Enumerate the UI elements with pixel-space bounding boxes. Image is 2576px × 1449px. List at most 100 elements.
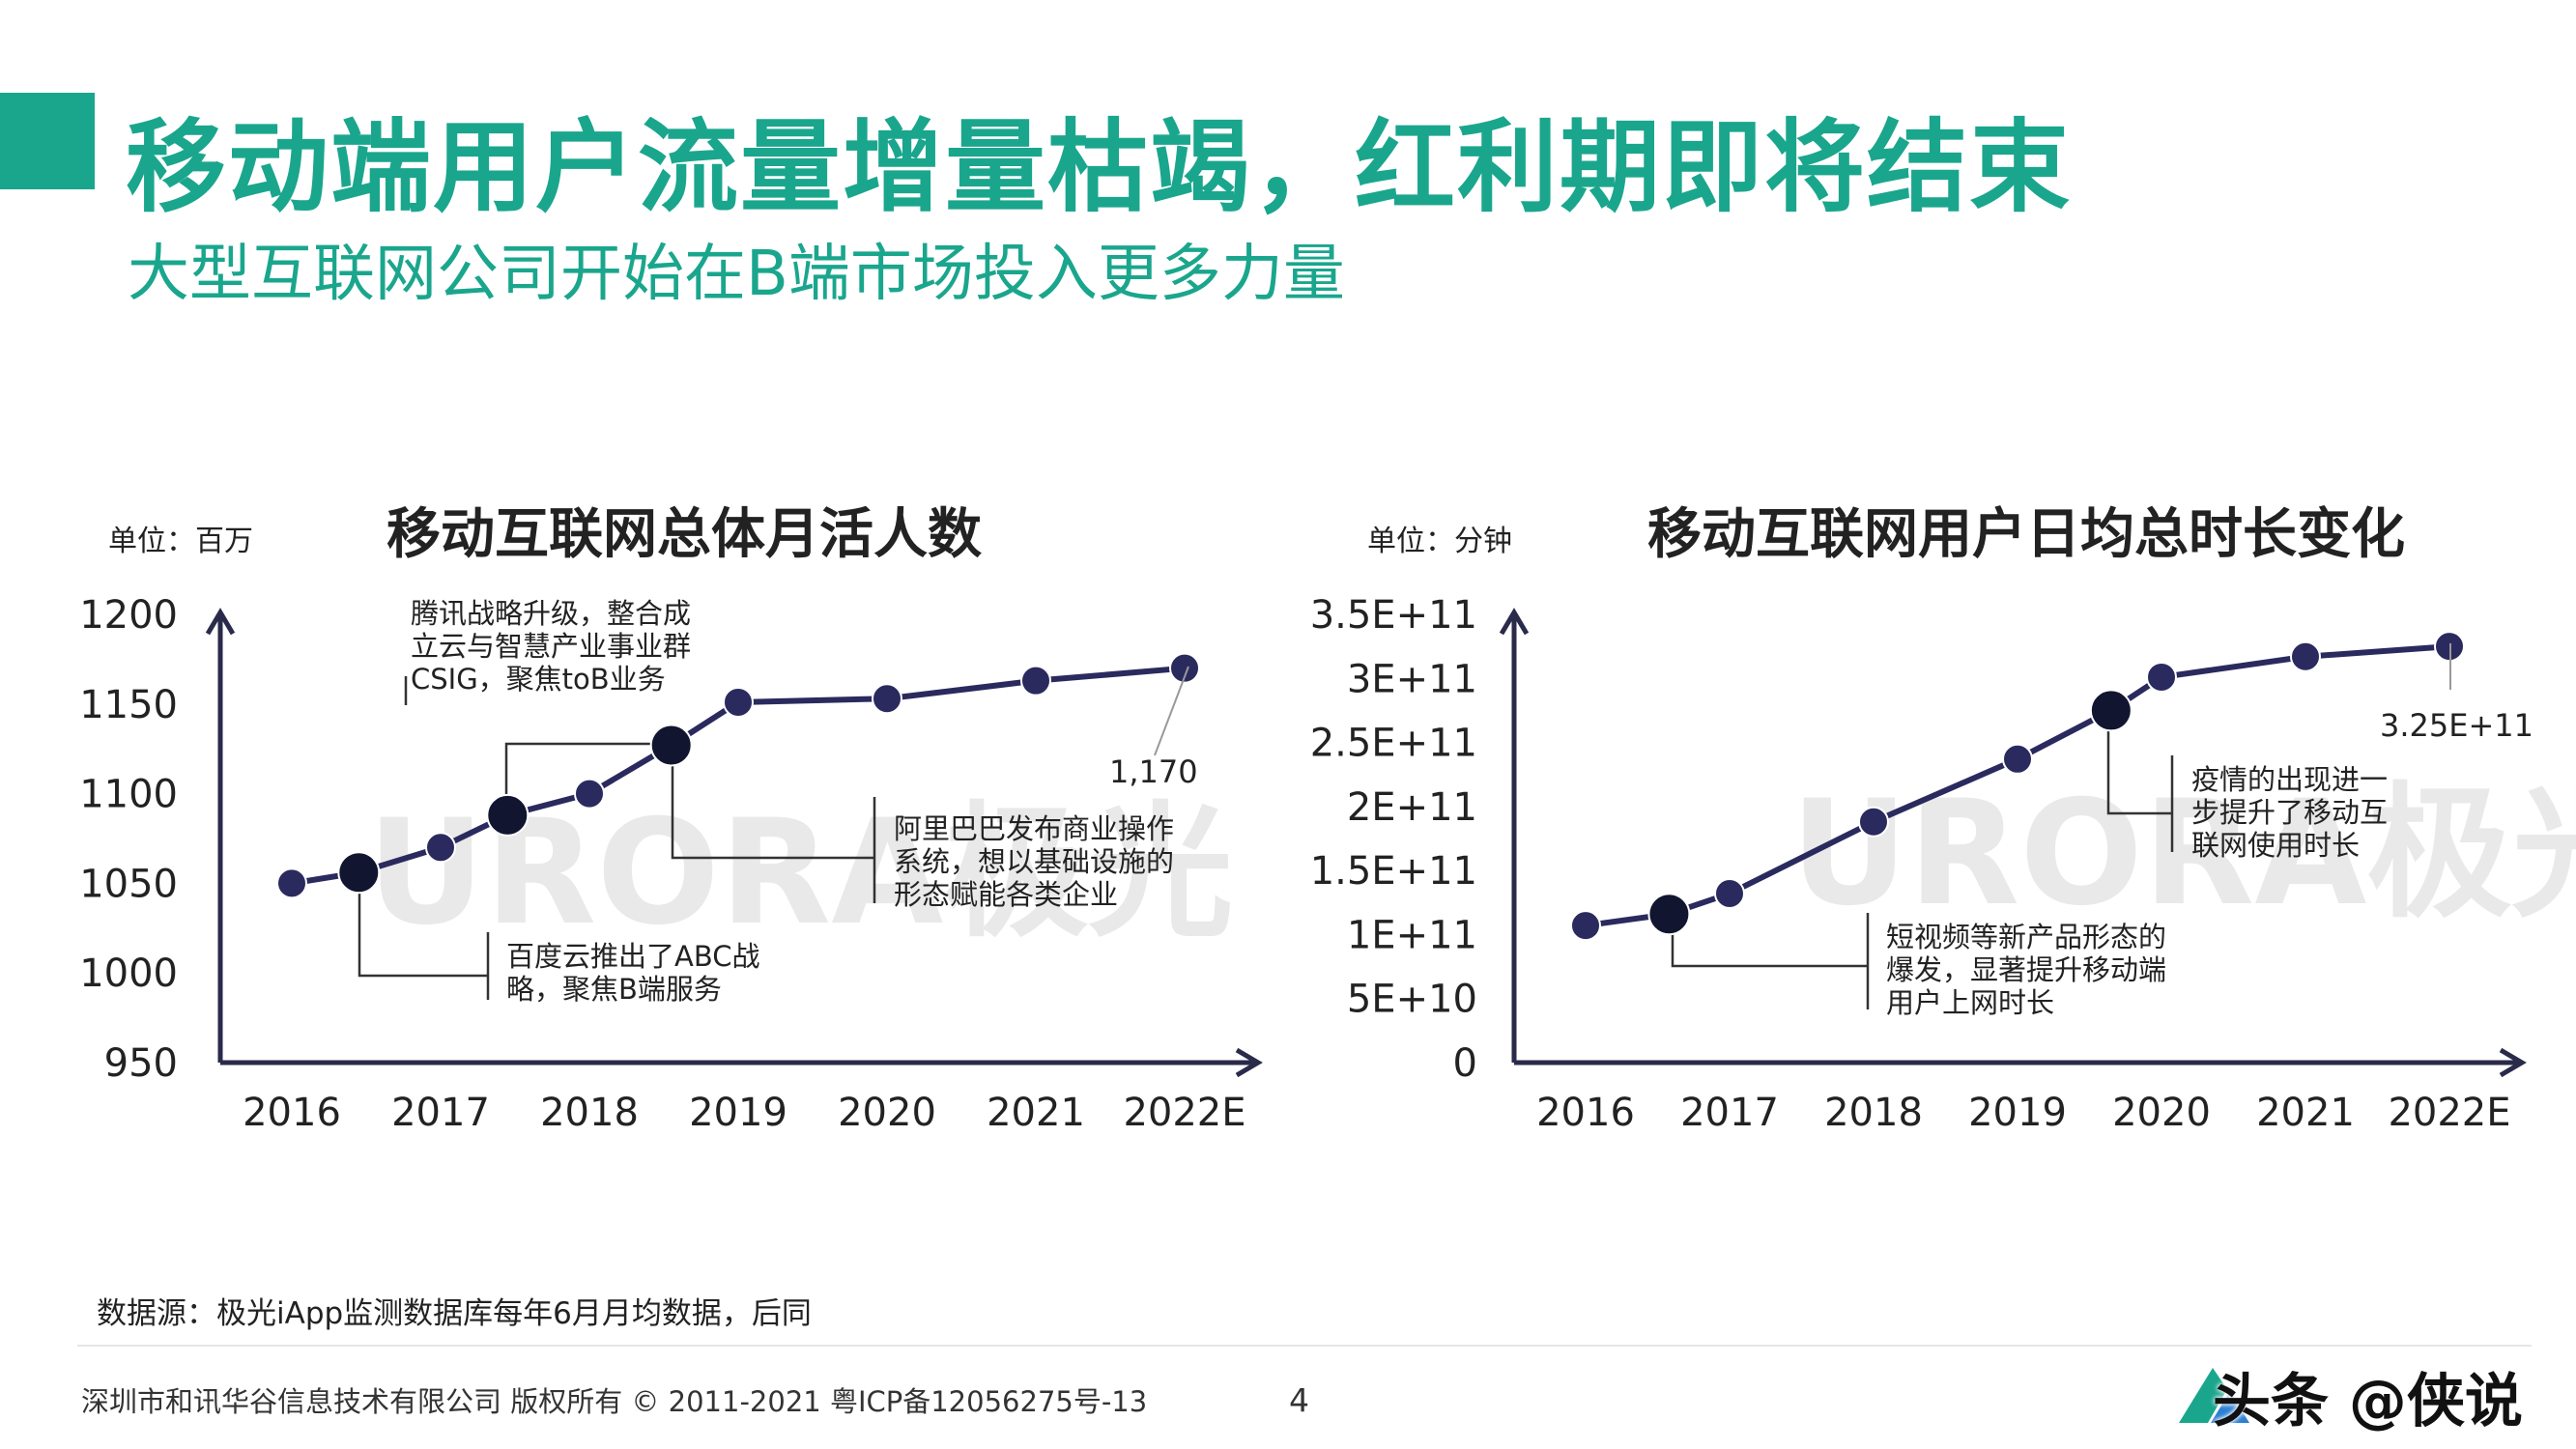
page-number: 4 <box>1289 1381 1309 1419</box>
annotation-line: 疫情的出现进一 <box>2191 763 2388 796</box>
y-tick-label: 3E+11 <box>1347 657 1477 701</box>
annotation-connector <box>2106 703 2172 815</box>
x-tick-label: 2022E <box>2388 1091 2510 1135</box>
chart-annotations: 腾讯战略升级，整合成立云与智慧产业事业群CSIG，聚焦toB业务阿里巴巴发布商业… <box>358 597 1174 1006</box>
title-accent-bar <box>0 93 95 189</box>
x-tick-label: 2022E <box>1123 1091 1245 1135</box>
y-tick-labels: 3.5E+11 3E+11 2.5E+11 2E+11 1.5E+11 1E+11 5E+1… <box>1310 593 1477 1086</box>
y-axis-arrow <box>205 608 236 636</box>
chart-annotations: 疫情的出现进一步提升了移动互联网使用时长短视频等新产品形态的爆发，显著提升移动端… <box>1671 703 2388 1019</box>
data-point <box>1020 665 1051 696</box>
data-points <box>1570 631 2465 942</box>
y-tick-label: 1200 <box>79 593 178 638</box>
y-tick-label: 5E+10 <box>1347 978 1477 1022</box>
y-tick-label: 1050 <box>79 862 178 906</box>
chart-title: 移动互联网用户日均总时长变化 <box>1647 503 2405 566</box>
highlight-data-point <box>337 851 381 895</box>
data-point <box>1570 910 1601 942</box>
data-point <box>1169 652 1200 684</box>
data-point <box>276 867 307 899</box>
page-title: 移动端用户流量增量枯竭，红利期即将结束 <box>126 108 2073 226</box>
x-tick-label: 2019 <box>1968 1091 2067 1135</box>
data-source-note: 数据源：极光iApp监测数据库每年6月月均数据，后同 <box>97 1296 812 1331</box>
data-label: 1,170 <box>1109 753 1198 790</box>
data-points <box>276 652 1200 899</box>
chart-axes <box>1499 608 2527 1078</box>
highlight-data-point <box>2089 689 2132 732</box>
y-tick-label: 2E+11 <box>1347 785 1477 830</box>
data-point <box>1714 878 1745 910</box>
y-tick-label: 3.5E+11 <box>1310 593 1477 638</box>
x-tick-label: 2020 <box>838 1091 936 1135</box>
data-point <box>1858 806 1889 838</box>
x-tick-label: 2021 <box>2256 1091 2355 1135</box>
unit-label: 单位：分钟 <box>1367 525 1512 558</box>
annotation-line: 用户上网时长 <box>1886 986 2054 1019</box>
toutiao-watermark: 头条 @侠说 <box>2213 1368 2523 1435</box>
annotation-connector <box>504 742 676 809</box>
x-axis-arrow <box>1235 1047 1263 1078</box>
chart-title: 移动互联网总体月活人数 <box>386 503 982 566</box>
highlight-data-point <box>486 793 530 837</box>
highlight-data-point <box>649 724 693 767</box>
annotation-line: 略，聚焦B端服务 <box>506 973 722 1006</box>
y-tick-labels: 1200 1150 1100 1050 1000 950 <box>79 593 178 1086</box>
highlight-data-point <box>1647 893 1691 936</box>
page-subtitle: 大型互联网公司开始在B端市场投入更多力量 <box>128 239 1345 310</box>
unit-label: 单位：百万 <box>108 525 253 558</box>
x-tick-label: 2016 <box>1536 1091 1635 1135</box>
x-tick-label: 2020 <box>2112 1091 2211 1135</box>
x-axis-arrow <box>2499 1047 2527 1078</box>
annotation-line: 形态赋能各类企业 <box>894 878 1118 911</box>
annotation-line: 腾讯战略升级，整合成 <box>411 597 691 630</box>
y-tick-label: 2.5E+11 <box>1310 722 1477 766</box>
y-axis-arrow <box>1499 608 1530 636</box>
y-tick-label: 1000 <box>79 952 178 996</box>
x-tick-label: 2017 <box>391 1091 490 1135</box>
x-tick-label: 2018 <box>1824 1091 1923 1135</box>
annotation-line: 立云与智慧产业事业群 <box>411 630 691 663</box>
data-point <box>2002 743 2033 775</box>
data-label: 3.25E+11 <box>2380 707 2533 744</box>
data-point <box>723 686 754 718</box>
y-tick-label: 1E+11 <box>1347 913 1477 957</box>
aurora-logo-icon <box>2179 1368 2249 1423</box>
y-tick-label: 1150 <box>79 683 178 727</box>
y-tick-label: 1.5E+11 <box>1310 849 1477 894</box>
annotation-line: 步提升了移动互 <box>2191 796 2388 829</box>
x-tick-label: 2016 <box>243 1091 341 1135</box>
chart-axes <box>205 608 1263 1078</box>
annotation-line: 系统，想以基础设施的 <box>894 845 1174 878</box>
data-point <box>425 832 456 864</box>
series-line <box>291 665 1186 887</box>
footer-divider <box>77 1345 2532 1347</box>
annotation-connector <box>358 867 488 978</box>
annotation-line: CSIG，聚焦toB业务 <box>411 663 666 696</box>
x-tick-labels: 2016 2017 2018 2019 2020 2021 2022E <box>243 1091 1245 1135</box>
data-label-leader <box>1154 666 1189 756</box>
annotation-line: 阿里巴巴发布商业操作 <box>894 812 1174 845</box>
annotation-line: 联网使用时长 <box>2191 829 2360 862</box>
y-tick-label: 0 <box>1453 1041 1477 1086</box>
annotation-line: 短视频等新产品形态的 <box>1886 921 2166 953</box>
x-tick-labels: 2016 2017 2018 2019 2020 2021 2022E <box>1536 1091 2510 1135</box>
mau-chart: URORA极光 单位：百万 移动互联网总体月活人数 腾讯战略升级，整合成立云与智… <box>79 503 1263 1135</box>
data-point <box>2146 661 2177 693</box>
duration-chart: URORA极光 单位：分钟 移动互联网用户日均总时长变化 疫情的出现进一步提升了… <box>1310 503 2576 1135</box>
x-tick-label: 2018 <box>540 1091 639 1135</box>
copyright-text: 深圳市和讯华谷信息技术有限公司 版权所有 © 2011-2021 粤ICP备12… <box>81 1385 1148 1418</box>
x-tick-label: 2021 <box>987 1091 1085 1135</box>
x-tick-label: 2019 <box>689 1091 787 1135</box>
y-tick-label: 1100 <box>79 773 178 817</box>
y-tick-label: 950 <box>104 1041 178 1086</box>
chart-watermark: URORA极光 <box>1790 770 2576 938</box>
annotation-line: 爆发，显著提升移动端 <box>1886 953 2166 986</box>
annotation-line: 百度云推出了ABC战 <box>506 940 759 973</box>
data-point <box>872 683 902 715</box>
annotation-connector <box>671 738 874 860</box>
